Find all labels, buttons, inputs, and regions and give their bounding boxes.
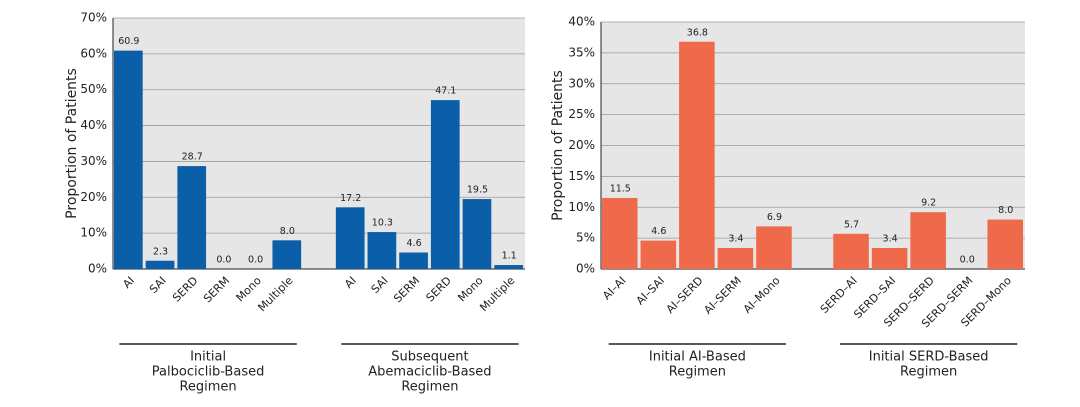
y-axis-label: Proportion of Patients [550,70,566,221]
bar [833,233,869,269]
value-label: 10.3 [372,218,393,229]
value-label: 11.5 [610,183,631,194]
group-label: Regimen [900,365,957,380]
value-label: 6.9 [767,212,782,223]
bar [602,197,638,269]
y-tick-label: 70% [80,11,107,25]
x-tick-label: SERD [424,274,454,304]
value-label: 60.9 [118,36,139,47]
bar [679,41,715,270]
bar [145,260,175,269]
bar [177,166,207,269]
y-tick-label: 10% [80,226,107,240]
group-label: Palbociclib-Based [152,365,265,380]
x-tick-label: AI [342,274,359,291]
value-label: 17.2 [340,193,361,204]
bar [717,248,754,269]
value-label: 19.5 [467,185,488,196]
value-label: 8.0 [280,226,295,237]
y-tick-label: 0% [88,262,107,276]
bar [367,232,397,269]
x-tick-label: AI [120,274,137,291]
bar [640,240,677,269]
group-label: Regimen [179,380,236,395]
group-label: Initial SERD-Based [869,350,989,365]
y-tick-label: 25% [568,107,595,121]
group-label: Regimen [669,365,726,380]
y-tick-label: 30% [568,76,595,90]
x-tick-label: AI–SERM [701,274,744,317]
bar [430,100,460,269]
value-label: 36.8 [687,27,708,38]
y-tick-label: 50% [80,82,107,96]
value-label: 3.4 [728,234,743,245]
x-tick-label: SAI [147,274,169,296]
group-label: Initial [190,350,226,365]
bar [272,240,302,269]
y-tick-label: 35% [568,45,595,59]
x-tick-label: SAI [369,274,391,296]
y-tick-label: 40% [80,118,107,132]
y-tick-label: 20% [80,190,107,204]
x-tick-label: AI–Mono [741,274,783,316]
y-tick-label: 60% [80,46,107,60]
bar [987,219,1023,269]
y-tick-label: 15% [568,169,595,183]
y-tick-label: 40% [568,15,595,29]
x-tick-label: Multiple [255,274,295,314]
bar [494,265,523,269]
y-tick-label: 20% [568,138,595,152]
bar [462,199,492,269]
value-label: 28.7 [182,152,203,163]
value-label: 9.2 [921,198,936,209]
bar [335,207,365,269]
y-tick-label: 10% [568,200,595,214]
y-tick-label: 0% [576,262,595,276]
value-label: 4.6 [407,238,422,249]
x-tick-label: AI–SERD [664,274,706,316]
group-label: Subsequent [391,350,468,365]
y-tick-label: 30% [80,154,107,168]
x-tick-label: SERD [170,274,200,304]
bar [756,226,792,269]
group-label: Initial AI-Based [649,350,746,365]
y-tick-label: 5% [576,231,595,245]
bar [399,252,428,269]
value-label: 0.0 [960,255,975,266]
value-label: 3.4 [883,234,898,245]
x-tick-label: SERM [391,274,422,305]
bar [114,50,143,269]
x-tick-label: AI–AI [600,274,628,302]
value-label: 5.7 [844,219,859,230]
value-label: 47.1 [435,86,456,97]
value-label: 0.0 [216,255,231,266]
value-label: 8.0 [998,205,1013,216]
value-label: 4.6 [651,226,666,237]
value-label: 1.1 [502,251,517,262]
value-label: 0.0 [248,255,263,266]
y-axis-label: Proportion of Patients [64,68,80,219]
x-tick-label: AI–SAI [634,274,667,307]
group-label: Regimen [401,380,458,395]
bar [871,248,908,269]
bar [910,212,946,269]
x-tick-label: Multiple [477,274,517,314]
x-tick-label: SERM [201,274,232,305]
group-label: Abemaciclib-Based [368,365,491,380]
value-label: 2.3 [153,246,168,257]
